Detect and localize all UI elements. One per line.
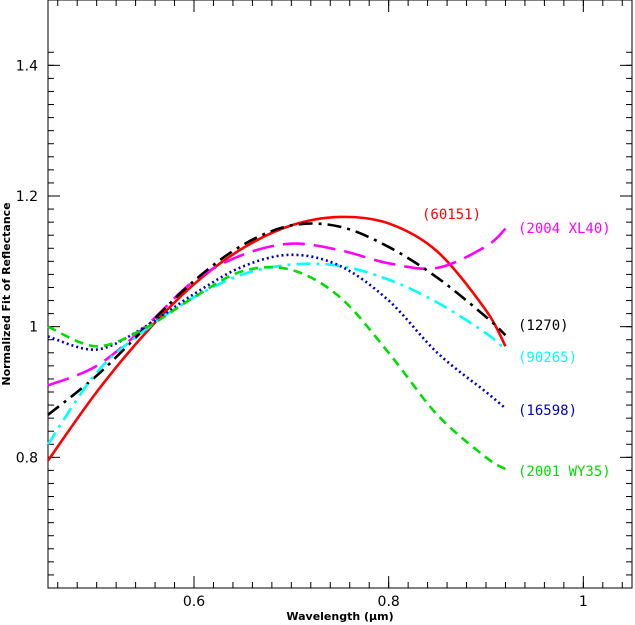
series-label: (90265) [518, 350, 577, 366]
y-tick-label: 0.8 [16, 450, 38, 466]
axis-ticks [48, 0, 632, 588]
series-line [47, 227, 507, 387]
series-layer [46, 215, 507, 471]
y-tick-label: 1.2 [16, 189, 38, 205]
series-line [46, 215, 507, 462]
x-axis-title: Wavelength (μm) [286, 610, 393, 623]
y-tick-label: 1.4 [16, 58, 38, 74]
y-axis-title: Normalized Fit of Reflectance [0, 202, 13, 385]
series-labels: (60151) (2004 XL40) (1270) (90265) (16598) (2… [422, 207, 611, 480]
x-tick-label: 1 [579, 594, 588, 610]
series-label: (2001 WY35) [518, 464, 611, 480]
series-label: (2004 XL40) [518, 221, 611, 237]
plot-frame [47, 0, 633, 589]
series-label: (16598) [518, 403, 577, 419]
series-label: (60151) [422, 207, 481, 223]
series-line [47, 265, 507, 471]
x-tick-label: 0.8 [378, 594, 400, 610]
y-tick-label: 1 [29, 320, 38, 336]
x-tick-label: 0.6 [183, 594, 205, 610]
series-label: (1270) [518, 318, 569, 334]
series-line [47, 222, 507, 416]
axis-tick-labels: 0.6 0.8 1 0.8 1 1.2 1.4 [16, 58, 588, 610]
series-line [47, 253, 507, 410]
series-line [46, 262, 507, 445]
